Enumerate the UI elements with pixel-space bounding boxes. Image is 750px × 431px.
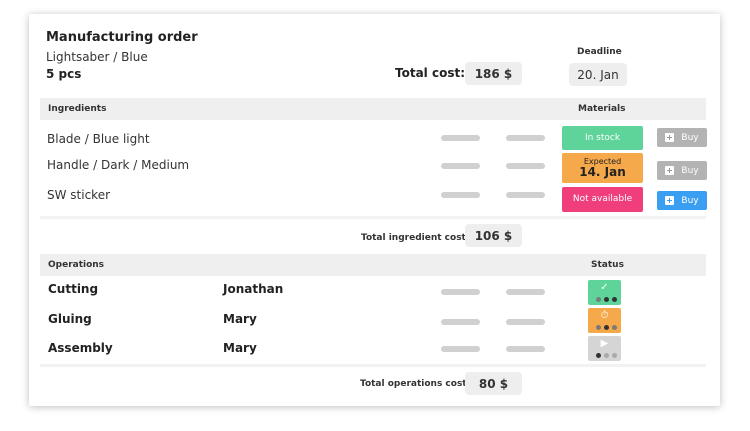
deadline-value[interactable]: 20. Jan <box>569 63 627 86</box>
buy-button[interactable]: Buy <box>657 191 707 210</box>
play-icon: ▶ <box>600 338 609 349</box>
buy-button[interactable]: Buy <box>657 128 707 147</box>
buy-label: Buy <box>681 132 699 143</box>
operation-status-button[interactable]: ⏱ <box>588 308 621 333</box>
material-status-text: Not available <box>572 194 633 205</box>
operations-cost-value: 80 $ <box>465 372 522 395</box>
total-cost-value: 186 $ <box>465 62 522 85</box>
operations-header: Operations Status <box>40 254 706 276</box>
buy-label: Buy <box>681 165 699 176</box>
ingredient-cost-label: Total ingredient cost: <box>361 233 470 243</box>
operations-cost-label: Total operations cost: <box>360 379 471 389</box>
progress-dots <box>596 325 617 330</box>
placeholder-bar <box>506 192 545 198</box>
operation-worker: Mary <box>223 341 257 355</box>
deadline-label: Deadline <box>577 47 622 57</box>
operations-heading: Operations <box>48 260 105 270</box>
operation-name: Assembly <box>48 341 113 355</box>
placeholder-bar <box>441 319 480 325</box>
progress-dots <box>596 297 617 302</box>
material-status-badge: Expected 14. Jan <box>562 153 643 183</box>
product-name: Lightsaber / Blue <box>46 50 148 64</box>
buy-button[interactable]: Buy <box>657 161 707 180</box>
section-divider <box>40 364 706 367</box>
material-status-badge: Not available <box>562 187 643 212</box>
placeholder-bar <box>506 346 545 352</box>
check-icon: ✓ <box>600 282 609 293</box>
placeholder-bar <box>506 135 545 141</box>
ingredient-cost-value: 106 $ <box>465 224 522 247</box>
placeholder-bar <box>506 163 545 169</box>
placeholder-bar <box>506 289 545 295</box>
placeholder-bar <box>441 192 480 198</box>
operation-name: Gluing <box>48 312 92 326</box>
order-quantity: 5 pcs <box>46 67 82 81</box>
progress-dots <box>596 353 617 358</box>
ingredients-heading: Ingredients <box>48 104 107 114</box>
operation-worker: Jonathan <box>223 282 284 296</box>
ingredient-name: Handle / Dark / Medium <box>47 158 190 172</box>
operation-worker: Mary <box>223 312 257 326</box>
ingredients-header: Ingredients Materials <box>40 98 706 120</box>
plus-icon <box>665 133 675 142</box>
plus-icon <box>665 196 675 205</box>
material-status-badge: In stock <box>562 126 643 150</box>
stopwatch-icon: ⏱ <box>600 310 609 321</box>
manufacturing-order-card: Manufacturing order Lightsaber / Blue 5 … <box>29 14 720 406</box>
plus-icon <box>665 166 675 175</box>
status-heading: Status <box>591 260 624 270</box>
material-status-text: In stock <box>584 132 621 143</box>
operation-status-button[interactable]: ▶ <box>588 336 621 361</box>
operation-status-button[interactable]: ✓ <box>588 280 621 305</box>
placeholder-bar <box>441 289 480 295</box>
materials-heading: Materials <box>578 104 626 114</box>
ingredient-name: SW sticker <box>47 188 111 202</box>
material-status-text: Expected <box>583 156 622 166</box>
operation-name: Cutting <box>48 282 99 296</box>
ingredient-name: Blade / Blue light <box>47 132 150 146</box>
section-divider <box>40 216 706 219</box>
total-cost-label: Total cost: <box>395 66 465 80</box>
order-title: Manufacturing order <box>46 30 198 45</box>
buy-label: Buy <box>681 195 699 206</box>
material-expected-date: 14. Jan <box>579 164 626 179</box>
placeholder-bar <box>441 346 480 352</box>
placeholder-bar <box>441 135 480 141</box>
placeholder-bar <box>441 163 480 169</box>
placeholder-bar <box>506 319 545 325</box>
